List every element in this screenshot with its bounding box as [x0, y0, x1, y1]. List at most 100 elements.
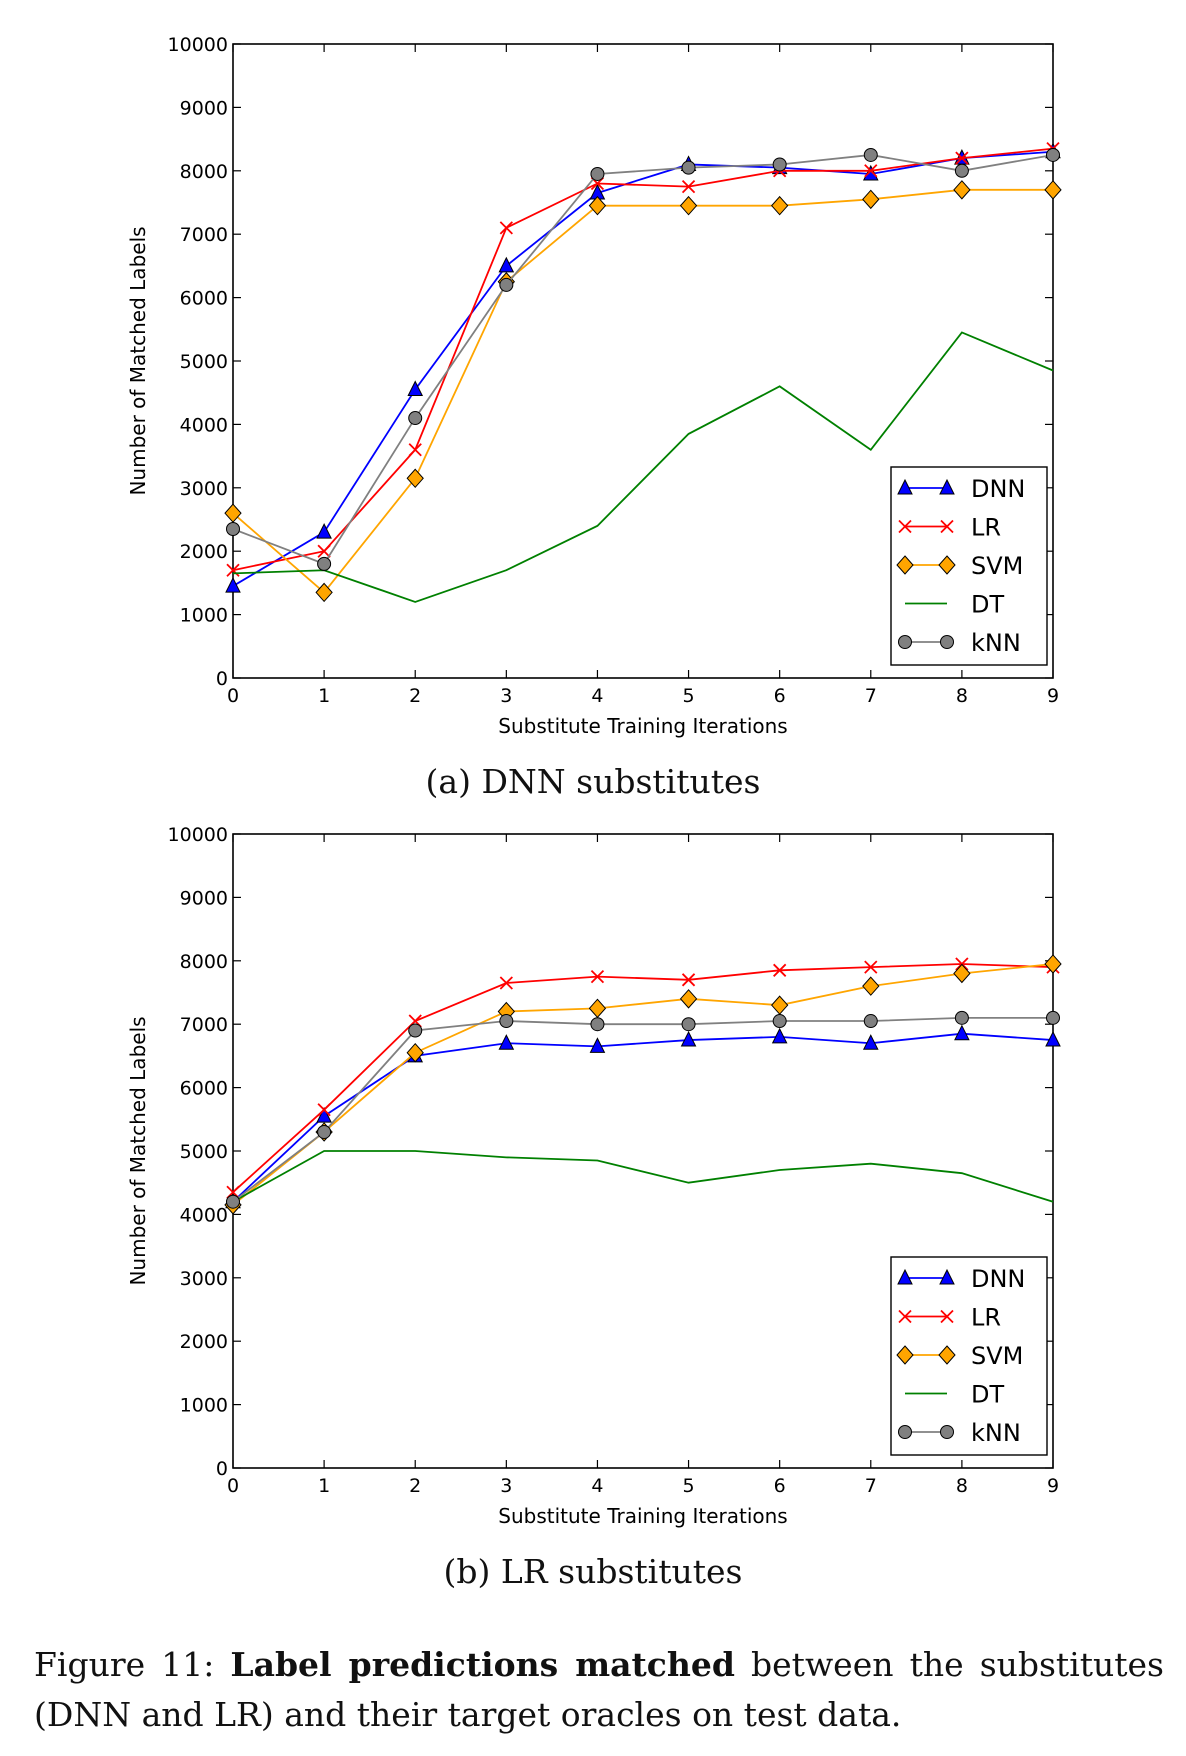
y-tick-label: 3000 — [180, 478, 228, 500]
figure-caption-rest: between the substitutes (DNN and LR) and… — [34, 1645, 1164, 1734]
figure-caption-bold: Label predictions matched — [230, 1645, 735, 1684]
series-knn-point — [590, 1017, 605, 1032]
y-axis-label: Number of Matched Labels — [126, 1016, 150, 1285]
series-knn-point — [1046, 1010, 1060, 1025]
series-dt-line — [232, 1150, 1054, 1203]
legend-svm-marker-left — [896, 555, 914, 575]
y-axis-label: Number of Matched Labels — [126, 226, 150, 495]
series-dnn-point — [954, 1024, 970, 1041]
x-tick-label: 5 — [683, 685, 695, 707]
x-tick-label: 8 — [956, 685, 968, 707]
legend-dt-label: DT — [971, 1381, 1004, 1409]
subcaption-a: (a) DNN substitutes — [425, 762, 761, 801]
legend-lr-marker-right-stroke-b — [940, 519, 954, 534]
legend-svm-marker-right — [938, 555, 956, 575]
series-knn-point — [317, 1124, 332, 1139]
series-svm-point — [679, 989, 698, 1009]
y-tick-label: 8000 — [180, 951, 228, 973]
series-lr-point — [408, 443, 422, 457]
series-dt — [232, 1150, 1054, 1203]
series-svm-point — [770, 995, 789, 1015]
series-svm-point — [862, 189, 880, 210]
series-svm-point — [588, 195, 607, 216]
series-lr-point — [681, 973, 696, 987]
y-tick-label: 4000 — [180, 1204, 228, 1226]
series-lr-point-stroke-b — [590, 970, 605, 984]
series-lr-point-stroke-b — [226, 563, 240, 577]
legend-lr-marker-left — [898, 1309, 912, 1324]
series-lr-point-stroke-b — [317, 1103, 331, 1117]
series-lr-point — [317, 1103, 331, 1117]
series-dnn — [225, 1024, 1061, 1209]
x-tick-label: 4 — [591, 1475, 603, 1497]
series-knn-point — [226, 1194, 240, 1209]
x-tick-label: 0 — [227, 1475, 239, 1497]
plot-area — [224, 954, 1062, 1215]
y-tick-label: 10000 — [168, 824, 228, 846]
x-tick-label: 3 — [500, 1475, 512, 1497]
legend-knn-marker-left — [898, 1425, 912, 1439]
series-svm-point — [224, 503, 242, 523]
legend-lr-marker-left-stroke-b — [898, 1309, 912, 1324]
legend-knn-marker-left — [898, 635, 912, 649]
chart-b: 0 1 2 3 4 5 6 7 8 9 0 1000 2000 3000 4000 5000 6000 7000 8… — [126, 824, 1062, 1528]
legend-svm-label: SVM — [971, 552, 1023, 580]
series-lr-point-stroke-b — [499, 976, 513, 990]
y-tick-label: 8000 — [180, 161, 228, 183]
series-lr-point-stroke-b — [681, 180, 696, 194]
series-dnn-point — [316, 1107, 332, 1123]
series-lr-line — [232, 147, 1054, 572]
series-knn-point — [772, 1014, 787, 1029]
legend-lr-marker-left-stroke-b — [898, 519, 912, 534]
x-tick-label: 1 — [318, 685, 330, 707]
legend-lr-marker-left — [898, 519, 912, 534]
series-lr-point-stroke-b — [773, 963, 787, 977]
legend-dnn-marker-left — [897, 1268, 913, 1285]
y-tick-label: 2000 — [180, 541, 228, 563]
series-svm-point — [862, 976, 880, 996]
legend-lr-label: LR — [971, 514, 1001, 542]
x-tick-label: 2 — [409, 685, 421, 707]
series-dnn-point — [225, 576, 241, 593]
series-dnn-point — [1045, 1030, 1061, 1047]
series-svm-point — [588, 998, 607, 1019]
legend-knn-label: kNN — [971, 629, 1021, 657]
series-dnn-point — [498, 1034, 515, 1050]
series-knn-point — [317, 556, 332, 571]
figure-caption: Figure 11: Label predictions matched bet… — [34, 1640, 1164, 1740]
series-lr-point-stroke-b — [408, 443, 422, 457]
y-tick-label: 0 — [216, 1458, 228, 1480]
series-dt-line — [232, 331, 1054, 603]
x-tick-label: 2 — [409, 1475, 421, 1497]
legend-knn-marker-right — [940, 635, 954, 649]
figure-caption-prefix: Figure 11: — [34, 1645, 231, 1684]
series-knn-point — [863, 147, 878, 162]
x-tick-label: 9 — [1047, 1475, 1059, 1497]
series-svm-point — [1044, 180, 1062, 200]
series-lr-point — [864, 164, 878, 178]
series-knn-point — [681, 1017, 696, 1032]
series-knn-point — [772, 157, 787, 172]
series-svm-point — [953, 180, 971, 200]
legend-dnn-marker-right — [939, 478, 955, 495]
plot-area — [224, 141, 1062, 603]
legend-box — [890, 466, 1048, 666]
series-lr-point — [499, 976, 513, 990]
legend: DNN LR SVM DT kNN — [890, 1256, 1048, 1456]
series-knn-point — [681, 160, 696, 175]
legend-svm-label: SVM — [971, 1342, 1023, 1370]
series-lr-point — [773, 963, 787, 977]
series-svm-point — [679, 195, 698, 216]
legend-svm-marker-right — [938, 1345, 956, 1365]
series-lr-point-stroke-b — [864, 960, 878, 974]
series-knn — [226, 1010, 1060, 1209]
x-tick-label: 7 — [865, 685, 877, 707]
x-axis-label: Substitute Training Iterations — [498, 714, 787, 738]
series-dnn-line — [232, 1032, 1054, 1203]
series-dnn-point — [862, 1034, 879, 1050]
series-knn-point — [408, 411, 423, 426]
series-knn-point — [408, 1023, 423, 1038]
series-dnn-point — [316, 523, 332, 539]
series-lr-point-stroke-b — [681, 973, 696, 987]
y-tick-label: 10000 — [168, 34, 228, 56]
